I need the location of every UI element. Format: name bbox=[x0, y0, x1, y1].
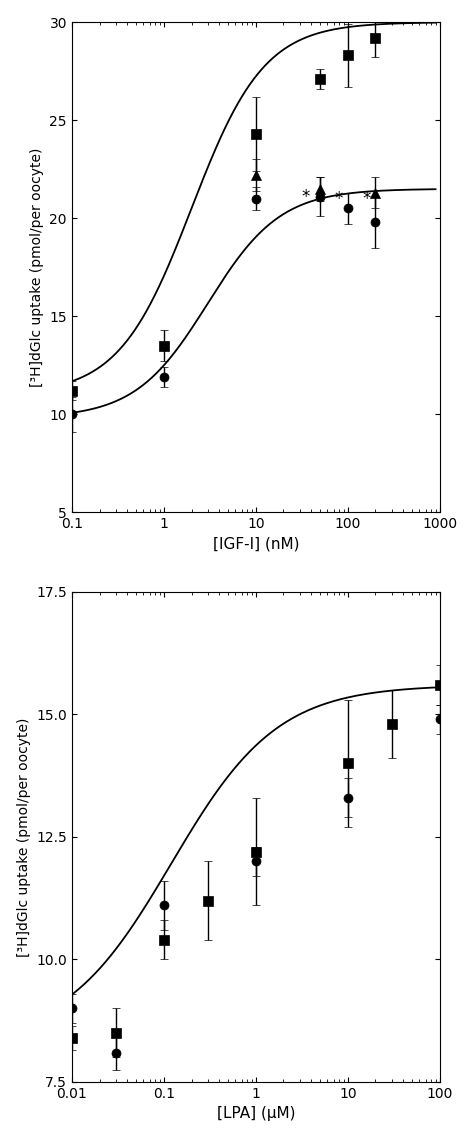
Text: *: * bbox=[335, 190, 343, 207]
Text: *: * bbox=[363, 190, 371, 207]
Y-axis label: [³H]dGlc uptake (pmol/per oocyte): [³H]dGlc uptake (pmol/per oocyte) bbox=[30, 148, 44, 387]
X-axis label: [IGF-I] (nM): [IGF-I] (nM) bbox=[212, 537, 299, 552]
X-axis label: [LPA] (μM): [LPA] (μM) bbox=[217, 1106, 295, 1121]
Y-axis label: [³H]dGlc uptake (pmol/per oocyte): [³H]dGlc uptake (pmol/per oocyte) bbox=[17, 717, 31, 957]
Text: *: * bbox=[301, 188, 310, 206]
